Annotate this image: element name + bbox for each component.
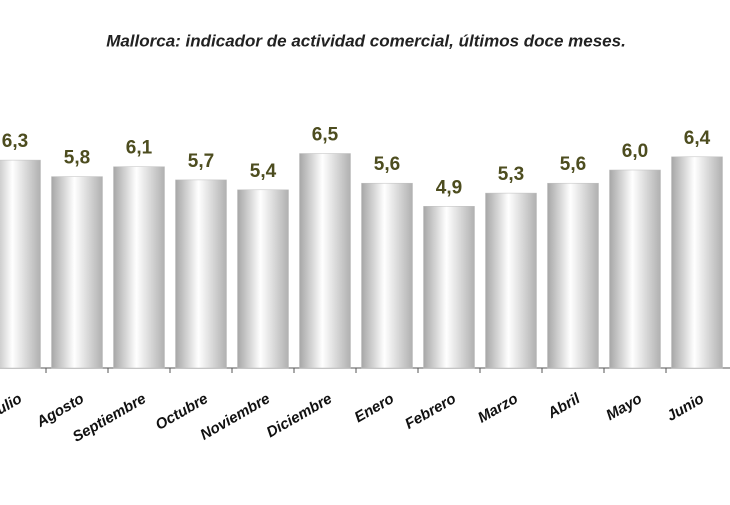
x-tick-label: Enero [352,390,397,426]
bar [609,169,661,369]
data-label: 6,5 [312,125,339,146]
bar [671,156,723,369]
x-tick-label: Marzo [475,390,521,426]
x-tick-label: Febrero [402,390,459,433]
data-label: 6,4 [684,128,711,149]
data-label: 5,3 [498,164,524,185]
bar [547,182,599,369]
bar [299,153,351,369]
bar [237,189,289,369]
bar [175,179,227,369]
bar [361,182,413,369]
data-label: 5,6 [374,154,400,175]
data-label: 5,4 [250,161,277,182]
data-label: 5,6 [560,154,586,175]
bar [51,176,103,369]
bar [485,192,537,369]
data-label: 6,1 [126,138,153,159]
chart-title: Mallorca: indicador de actividad comerci… [106,31,626,50]
x-tick-label: Julio [0,390,25,422]
data-label: 6,0 [622,141,648,162]
bar [0,159,41,369]
data-label: 5,8 [64,148,90,169]
x-tick-label: Diciembre [264,390,335,441]
x-tick-label: Junio [664,390,707,425]
bar [423,206,475,369]
data-label: 6,3 [2,131,28,152]
data-label: 4,9 [436,177,462,198]
x-tick-label: Noviembre [197,390,273,443]
x-tick-label: Abril [544,390,584,423]
data-label: 5,7 [188,151,214,172]
bar [113,166,165,369]
x-tick-label: Mayo [603,390,645,424]
